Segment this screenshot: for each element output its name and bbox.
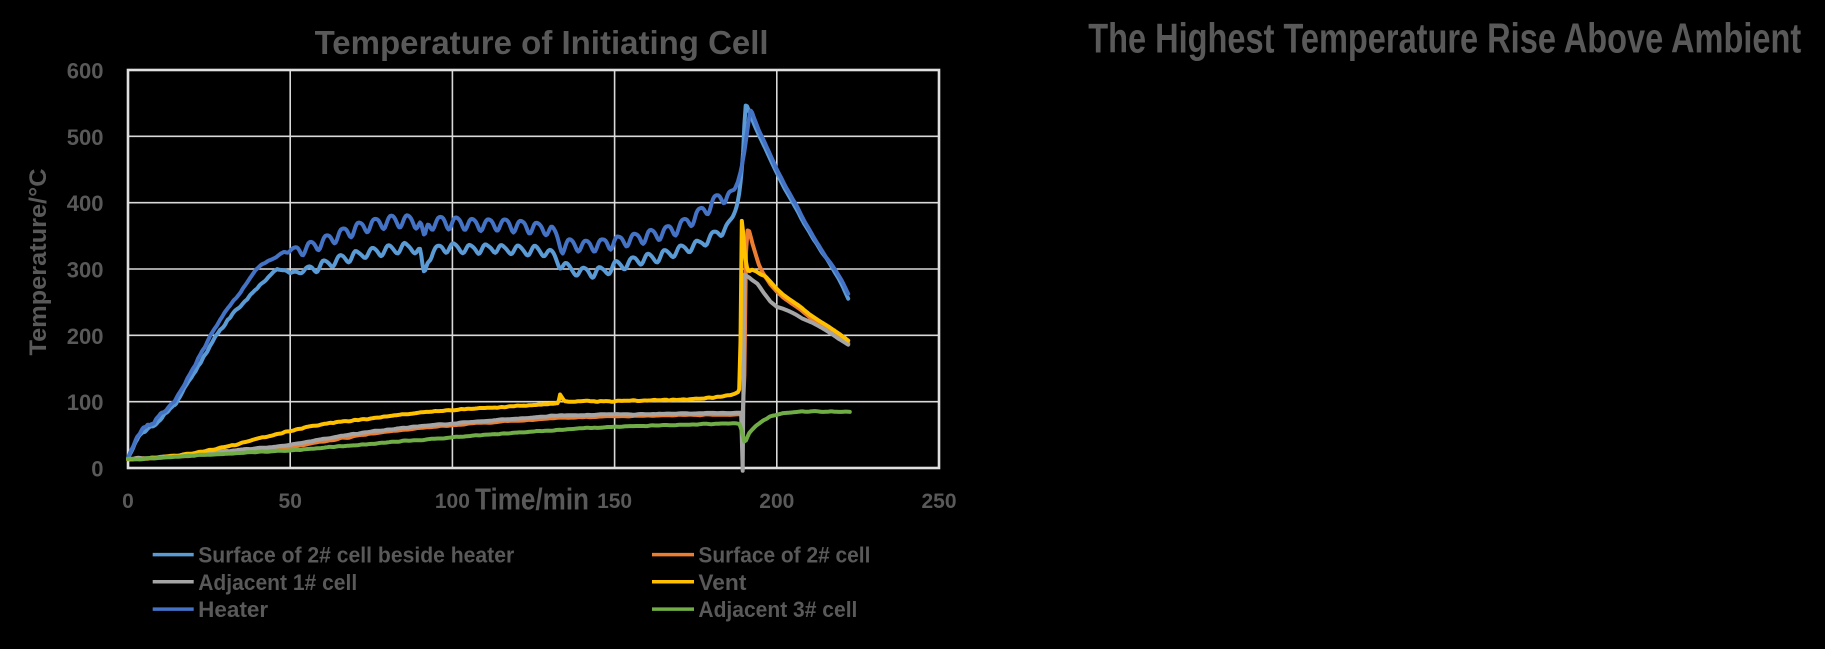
svg-text:Surface of 2# cell beside heat: Surface of 2# cell beside heater bbox=[198, 543, 514, 568]
svg-text:250: 250 bbox=[921, 490, 956, 513]
svg-text:600: 600 bbox=[67, 59, 104, 84]
svg-text:Temperature/°C: Temperature/°C bbox=[25, 169, 52, 356]
svg-text:150: 150 bbox=[597, 490, 632, 513]
svg-text:0: 0 bbox=[122, 490, 134, 513]
svg-text:The Highest Temperature Rise A: The Highest Temperature Rise Above Ambie… bbox=[1088, 15, 1801, 62]
svg-text:Surface of 2# cell: Surface of 2# cell bbox=[698, 543, 870, 568]
svg-text:Vent: Vent bbox=[698, 570, 747, 595]
svg-text:200: 200 bbox=[67, 324, 104, 349]
svg-text:500: 500 bbox=[67, 125, 104, 150]
svg-text:300: 300 bbox=[67, 258, 104, 283]
svg-text:100: 100 bbox=[67, 390, 104, 415]
svg-text:Time/min: Time/min bbox=[475, 482, 589, 517]
svg-text:400: 400 bbox=[67, 191, 104, 216]
svg-text:100: 100 bbox=[435, 490, 470, 513]
svg-text:50: 50 bbox=[279, 490, 302, 513]
svg-text:0: 0 bbox=[91, 457, 103, 482]
svg-text:200: 200 bbox=[759, 490, 794, 513]
svg-text:Adjacent 1# cell: Adjacent 1# cell bbox=[198, 570, 357, 595]
svg-text:Temperature of Initiating Cell: Temperature of Initiating Cell bbox=[315, 24, 769, 61]
svg-text:Heater: Heater bbox=[198, 597, 268, 622]
svg-text:Adjacent 3# cell: Adjacent 3# cell bbox=[698, 597, 857, 622]
